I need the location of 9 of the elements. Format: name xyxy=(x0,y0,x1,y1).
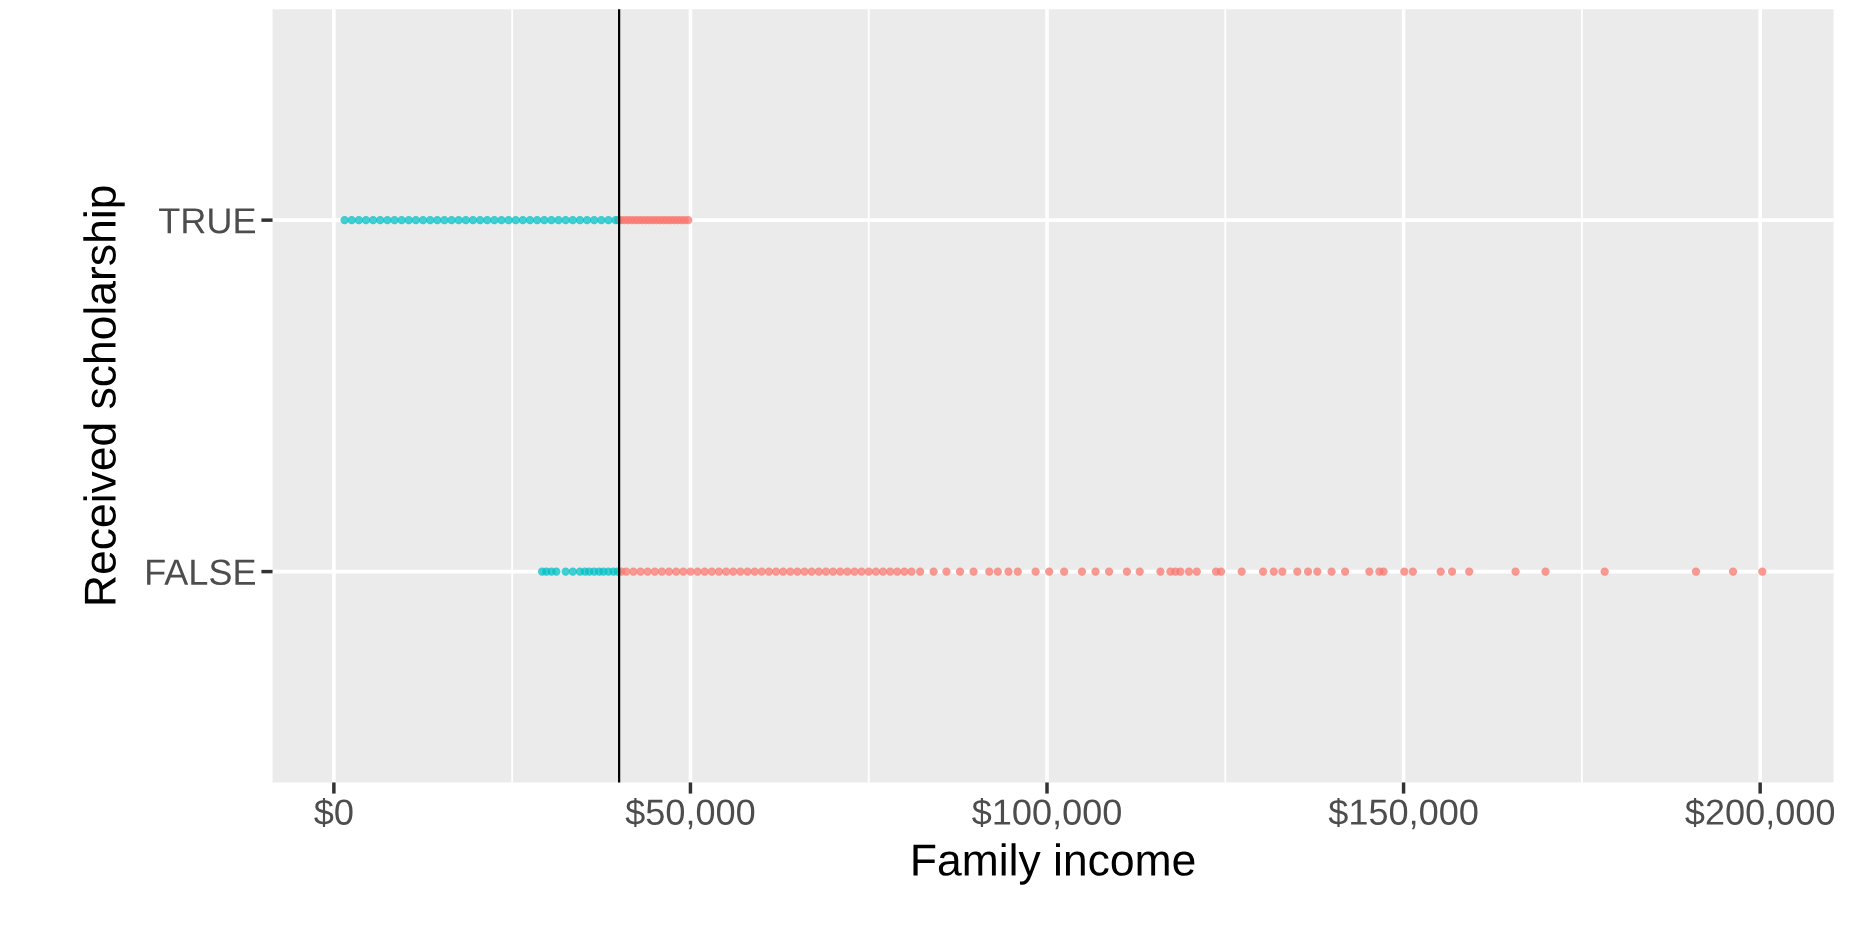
x-tick-label: $50,000 xyxy=(625,797,755,830)
y-axis-title: Received scholarship xyxy=(83,186,125,604)
x-tick-label: $200,000 xyxy=(1685,797,1835,830)
y-tick-label: FALSE xyxy=(147,559,256,586)
x-tick-label: $150,000 xyxy=(1328,797,1478,830)
y-tick-label: TRUE xyxy=(159,208,256,234)
x-tick-label: $100,000 xyxy=(972,797,1121,830)
x-axis-title: Family income xyxy=(913,843,1195,885)
x-tick-label: $0 xyxy=(314,797,353,828)
